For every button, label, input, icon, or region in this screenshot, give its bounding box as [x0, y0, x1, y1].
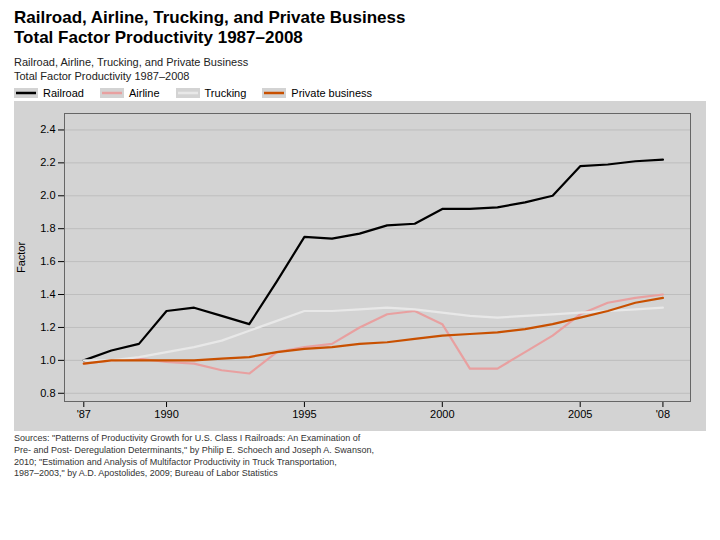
svg-text:1.8: 1.8: [40, 223, 55, 235]
svg-text:1.6: 1.6: [40, 256, 55, 268]
html-text:Sources: "Patterns of Producti: Sources: "Patterns of Productivity Growt…: [14, 433, 374, 479]
svg-text:Factor: Factor: [15, 242, 27, 274]
svg-text:1.0: 1.0: [40, 354, 55, 366]
html-text:Railroad, Airline, Trucking, a: Railroad, Airline, Trucking, and Private…: [14, 55, 249, 83]
svg-text:2.4: 2.4: [40, 124, 55, 136]
svg-text:1990: 1990: [154, 409, 178, 421]
svg-text:2005: 2005: [568, 409, 592, 421]
svg-text:0.8: 0.8: [40, 387, 55, 399]
html-text:Trucking: Trucking: [204, 87, 247, 100]
svg-text:1.4: 1.4: [40, 288, 55, 300]
html-text:Railroad, Airline, Trucking, a: Railroad, Airline, Trucking, and Private…: [14, 8, 406, 48]
svg-text:2.0: 2.0: [40, 190, 55, 202]
svg-text:'08: '08: [656, 409, 670, 421]
svg-text:1995: 1995: [292, 409, 316, 421]
svg-text:1.2: 1.2: [40, 321, 55, 333]
html-text:Private business: Private business: [291, 87, 372, 100]
svg-text:2000: 2000: [430, 409, 454, 421]
svg-text:'87: '87: [77, 409, 91, 421]
html-text:Airline: Airline: [129, 87, 160, 100]
svg-text:2.2: 2.2: [40, 157, 55, 169]
html-text:Railroad: Railroad: [43, 87, 84, 100]
